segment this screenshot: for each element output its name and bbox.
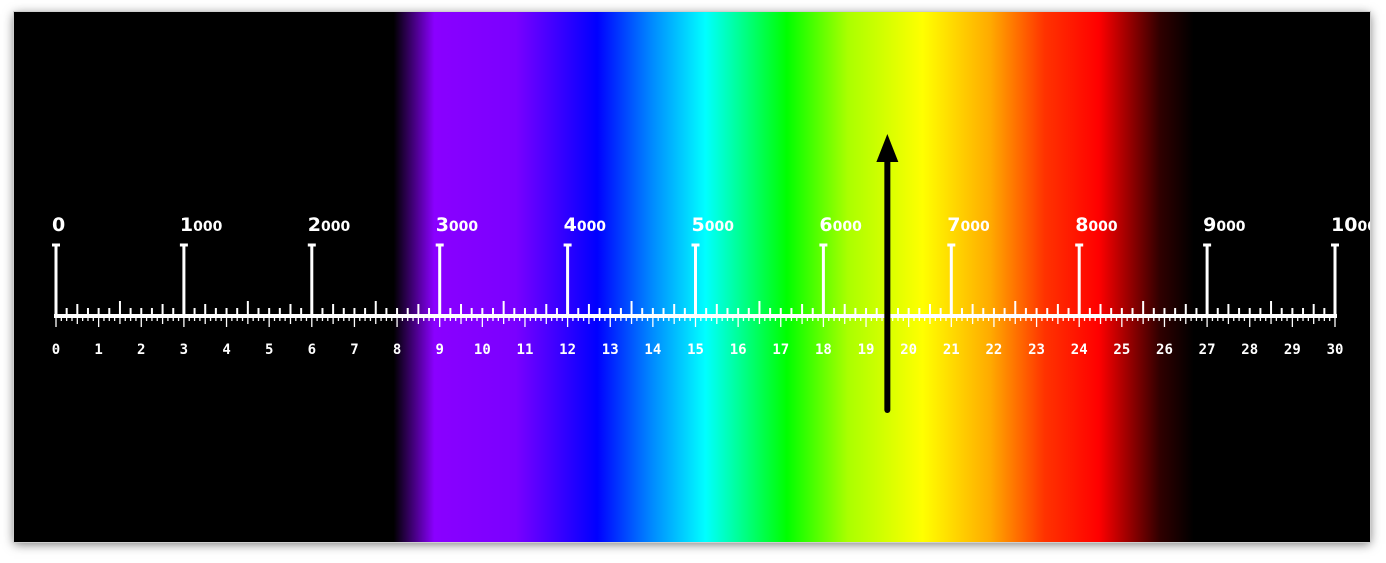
lower-scale-label: 22 [986,342,1003,358]
lower-scale-label: 20 [900,342,917,358]
lower-scale-label: 13 [602,342,619,358]
upper-scale-label: 1000 [180,214,223,236]
lower-scale-label: 6 [308,342,316,358]
lower-scale-label: 0 [52,342,60,358]
lower-scale-label: 28 [1241,342,1258,358]
upper-scale-label: 9000 [1203,214,1246,236]
scale [52,243,1339,327]
lower-scale-label: 4 [222,342,230,358]
upper-scale-label: 10000 [1331,214,1370,236]
upper-scale-label: 8000 [1075,214,1118,236]
lower-scale-label: 30 [1327,342,1344,358]
lower-scale-label: 23 [1028,342,1045,358]
arrow-head [876,134,899,162]
lower-scale-label: 12 [559,342,576,358]
lower-scale-label: 24 [1071,342,1088,358]
pointer-arrow [876,134,899,413]
upper-scale-label: 4000 [564,214,607,236]
spectrum-diagram: 0 1000 2000 3000 4000 5000 6000 7000 8000 9000 100… [13,11,1371,543]
upper-scale-label: 0 [52,214,65,236]
lower-scale-label: 19 [858,342,875,358]
lower-scale-label: 26 [1156,342,1173,358]
lower-scale-label: 17 [772,342,789,358]
lower-scale-label: 18 [815,342,832,358]
upper-scale-label: 2000 [308,214,351,236]
lower-scale-label: 14 [644,342,661,358]
lower-scale-label: 11 [517,342,534,358]
scale-labels: 0 1000 2000 3000 4000 5000 6000 7000 8000 9000 100… [52,214,1370,358]
upper-scale-label: 5000 [692,214,735,236]
lower-scale-label: 29 [1284,342,1301,358]
spectrum-band [14,12,1370,542]
upper-scale-label: 3000 [436,214,479,236]
lower-scale-label: 27 [1199,342,1216,358]
lower-scale-label: 3 [180,342,188,358]
upper-scale-label: 7000 [947,214,990,236]
lower-scale-label: 2 [137,342,145,358]
lower-scale-label: 1 [94,342,102,358]
lower-scale-label: 16 [730,342,747,358]
lower-scale-label: 10 [474,342,491,358]
lower-scale-label: 9 [435,342,443,358]
lower-scale-label: 21 [943,342,960,358]
lower-scale-label: 8 [393,342,401,358]
lower-scale-label: 7 [350,342,358,358]
upper-scale-label: 6000 [819,214,862,236]
lower-scale-label: 5 [265,342,273,358]
lower-scale-label: 25 [1113,342,1130,358]
lower-scale-label: 15 [687,342,704,358]
